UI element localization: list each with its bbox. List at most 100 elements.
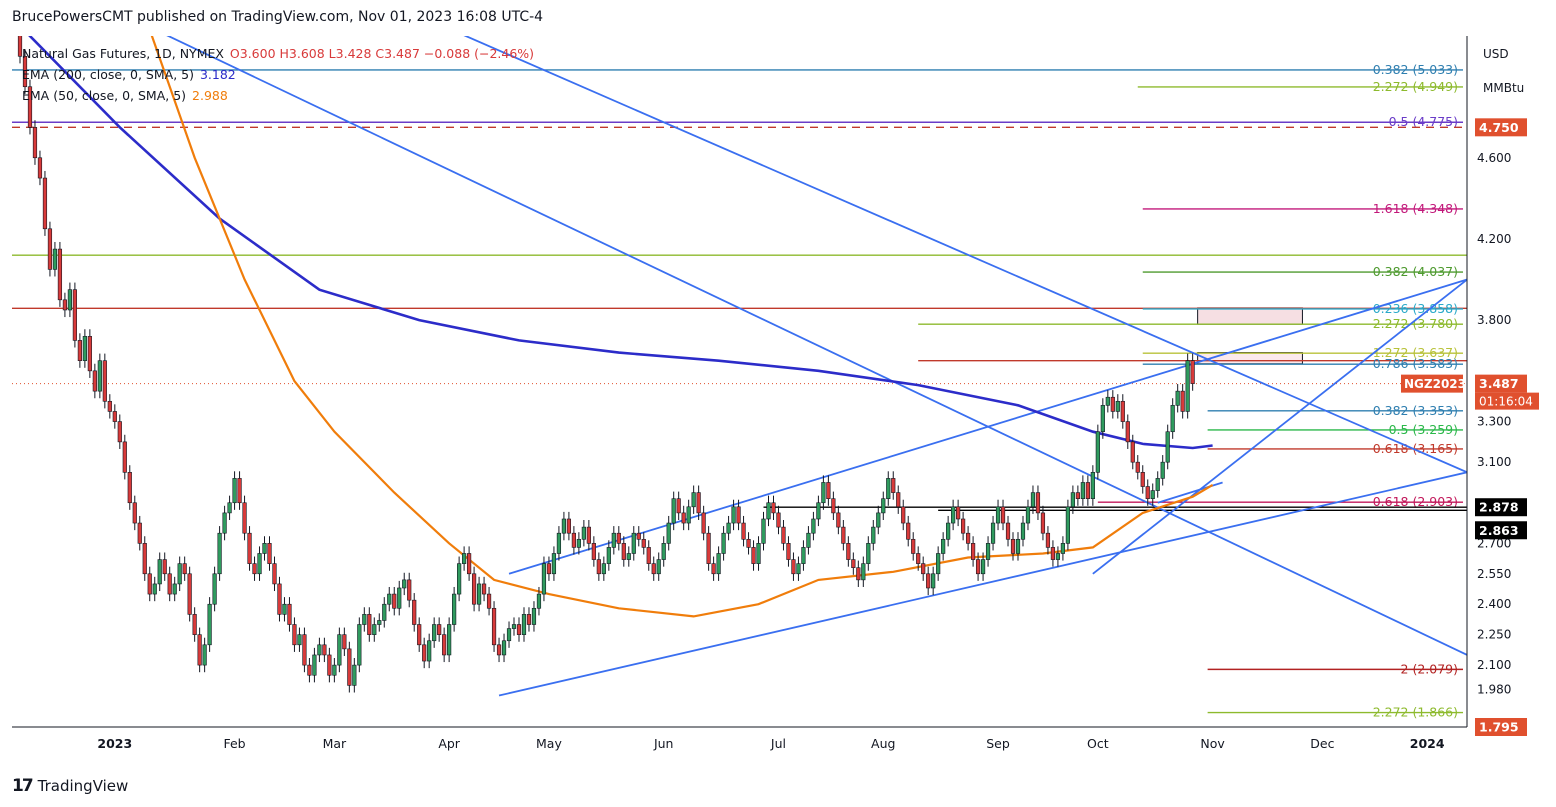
candle-body	[621, 543, 626, 560]
candle-body	[601, 563, 606, 575]
x-tick-label: Aug	[871, 736, 895, 751]
candle-body	[636, 532, 641, 540]
candle-body	[985, 543, 991, 560]
price-tag	[1475, 718, 1527, 736]
candle-body	[831, 498, 836, 514]
legend-ema200: EMA (200, close, 0, SMA, 5) 3.182	[22, 67, 238, 82]
x-tick-label: Apr	[438, 736, 460, 751]
candle-body	[826, 482, 831, 499]
candle-body	[701, 512, 706, 534]
candle-body	[362, 614, 367, 625]
candle-body	[541, 563, 547, 595]
candle-body	[995, 506, 1001, 524]
x-tick-label: Jul	[770, 736, 786, 751]
price-tag	[1475, 374, 1527, 393]
legend-ema50: EMA (50, close, 0, SMA, 5) 2.988	[22, 88, 230, 103]
candle-body	[1035, 492, 1041, 514]
fib-level-label: 0.382 (3.353)	[1373, 403, 1458, 418]
candle-body	[342, 634, 347, 650]
candle-body	[696, 492, 701, 514]
candle-body	[462, 553, 467, 564]
candle-body	[1120, 400, 1125, 422]
price-tag	[1475, 498, 1527, 517]
candle-body	[1130, 441, 1135, 463]
candle-body	[397, 587, 402, 609]
symbol-tag-text: NGZ2023	[1404, 377, 1466, 391]
y-tick-label: 4.200	[1477, 232, 1511, 246]
candle-body	[511, 624, 517, 629]
candle-body	[1050, 547, 1056, 560]
candle-body	[17, 36, 23, 57]
fib-level-label: 0.5 (3.259)	[1389, 422, 1458, 437]
candle-body	[1105, 396, 1110, 406]
fib-level-label: 0.382 (4.037)	[1373, 264, 1458, 279]
candle-body	[501, 640, 507, 656]
candle-body	[1100, 405, 1105, 433]
candle-body	[142, 543, 147, 575]
candle-body	[1150, 490, 1155, 499]
candle-body	[357, 624, 362, 666]
candle-body	[506, 628, 512, 642]
candle-body	[202, 644, 207, 666]
candle-body	[32, 127, 38, 159]
candle-body	[861, 563, 866, 581]
candle-body	[641, 538, 646, 548]
candle-body	[297, 634, 302, 646]
candle-body	[626, 553, 631, 560]
legend-symbol: Natural Gas Futures, 1D, NYMEX O3.600 H3…	[22, 46, 536, 61]
candle-body	[192, 614, 197, 635]
currency-label: USD	[1483, 47, 1509, 61]
trendline	[463, 36, 1467, 474]
candle-body	[466, 553, 472, 575]
candle-body	[871, 526, 876, 544]
axes: 1.980 2.100 2.250 2.400 2.550 2.700 3.100 3.300…	[12, 36, 1511, 751]
candle-body	[791, 559, 796, 575]
candle-body	[197, 634, 202, 666]
tradingview-logo[interactable]: 17 TradingView	[12, 776, 128, 796]
candle-body	[157, 559, 162, 585]
candle-body	[1065, 506, 1070, 544]
candle-body	[906, 522, 911, 540]
candle-body	[1085, 482, 1090, 499]
candle-body	[836, 512, 841, 528]
candle-body	[596, 559, 601, 575]
candle-body	[267, 543, 272, 564]
candle-body	[232, 478, 237, 504]
candle-body	[926, 573, 931, 589]
candle-body	[896, 492, 901, 508]
candle-body	[901, 506, 906, 524]
y-tick-label: 3.800	[1477, 313, 1511, 327]
candle-body	[1125, 421, 1130, 443]
candle-body	[481, 583, 487, 595]
fib-level-label: 0.618 (2.903)	[1373, 494, 1458, 509]
candle-body	[132, 502, 137, 524]
candle-body	[452, 593, 457, 625]
candle-body	[82, 336, 87, 361]
candle-body	[337, 634, 342, 666]
candle-body	[980, 559, 986, 575]
tradingview-logo-icon: 17	[12, 776, 34, 796]
candle-body	[177, 563, 182, 585]
x-tick-label: Feb	[223, 736, 245, 751]
candle-body	[37, 157, 43, 179]
candle-body	[941, 538, 946, 554]
fib-level-label: 0.618 (3.165)	[1373, 441, 1458, 456]
candle-body	[412, 599, 417, 625]
candle-body	[422, 644, 427, 662]
candle-body	[631, 532, 636, 554]
candle-body	[222, 512, 227, 534]
candle-body	[970, 543, 976, 560]
candle-body	[651, 563, 656, 575]
candle-body	[956, 506, 961, 520]
candle-body	[556, 532, 562, 554]
candle-body	[282, 603, 287, 615]
candle-body	[72, 289, 77, 341]
candle-body	[606, 547, 611, 564]
legend-ohlc: O3.600 H3.608 L3.428 C3.487 −0.088 (−2.4…	[229, 46, 535, 61]
candle-body	[936, 553, 941, 575]
candle-body	[946, 522, 951, 540]
candle-body	[22, 55, 28, 88]
candle-body	[372, 624, 377, 635]
candle-body	[1055, 553, 1061, 560]
